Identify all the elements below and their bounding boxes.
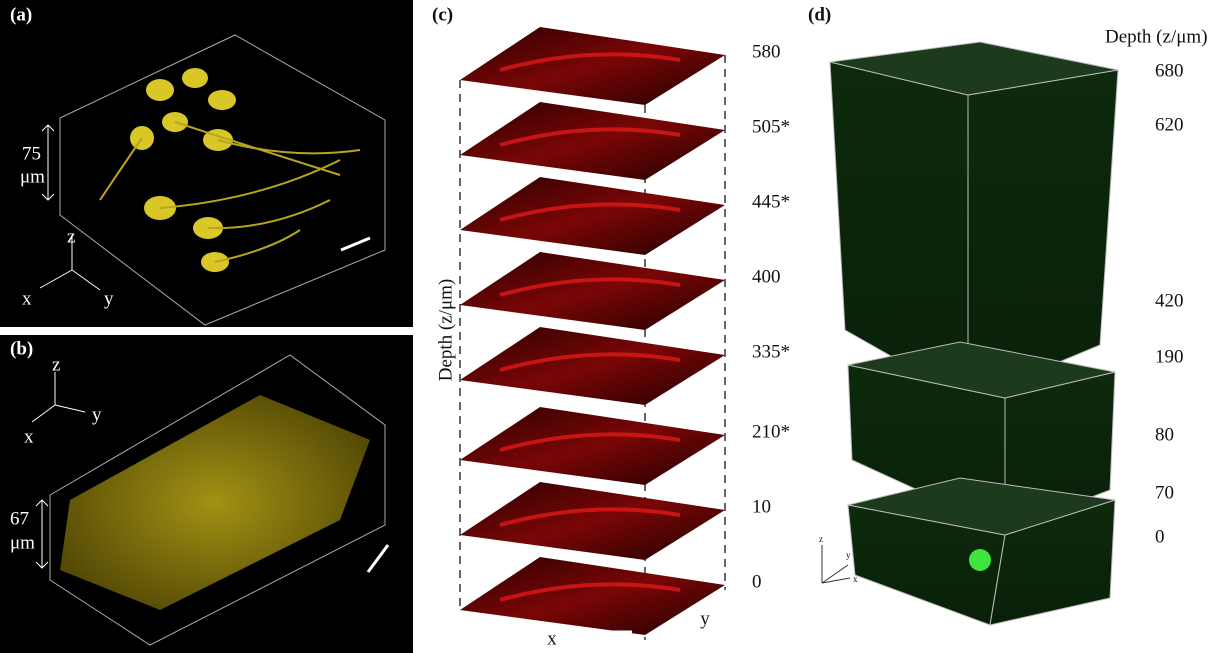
- depth-title: Depth (z/μm): [435, 279, 456, 382]
- slice: [460, 102, 725, 180]
- depth-label: 420: [1155, 290, 1184, 311]
- panel-c: (c) Depth (z/μm) x y 580 505* 445* 400 335* 2…: [432, 4, 790, 649]
- depth-label: 580: [752, 41, 781, 62]
- panel-a: (a) 75 μm z x y: [0, 0, 413, 327]
- axis-label: z: [52, 354, 60, 375]
- scale-bar: [975, 628, 1000, 636]
- panel-label: (c): [432, 4, 453, 25]
- depth-label: 445*: [752, 191, 790, 212]
- slice: [460, 252, 725, 330]
- y-label: y: [700, 608, 710, 629]
- figure: (a) 75 μm z x y (b) z x y 67 μm (c) Dept…: [0, 0, 1226, 653]
- panel-label: (d): [808, 4, 831, 25]
- height-label: 75: [22, 143, 41, 164]
- depth-label: 210*: [752, 421, 790, 442]
- slice: [460, 407, 725, 485]
- slice: [460, 327, 725, 405]
- slice: [460, 177, 725, 255]
- axis-label: y: [92, 404, 102, 425]
- axis-label: y: [104, 288, 114, 309]
- axis-label: x: [22, 288, 32, 309]
- slice: [460, 482, 725, 560]
- neuron: [969, 549, 991, 571]
- depth-label: 80: [1155, 424, 1174, 445]
- slice: [460, 27, 725, 105]
- depth-label: 0: [752, 571, 762, 592]
- axis-label: z: [819, 534, 823, 544]
- panel-label: (a): [10, 4, 32, 25]
- depth-label: 335*: [752, 341, 790, 362]
- depth-label: 680: [1155, 60, 1184, 81]
- axis-label: x: [24, 426, 34, 447]
- depth-label: 70: [1155, 482, 1174, 503]
- axis-label: z: [67, 226, 75, 247]
- depth-label: 10: [752, 496, 771, 517]
- height-unit: μm: [20, 166, 45, 187]
- x-label: x: [547, 628, 557, 649]
- axis-label: y: [846, 550, 851, 560]
- depth-label: 400: [752, 266, 781, 287]
- slice: [460, 557, 725, 635]
- depth-label: 505*: [752, 116, 790, 137]
- depth-title: Depth (z/μm): [1105, 26, 1208, 47]
- height-unit: μm: [10, 532, 35, 553]
- depth-label: 0: [1155, 526, 1165, 547]
- height-label: 67: [10, 508, 29, 529]
- depth-label: 190: [1155, 346, 1184, 367]
- depth-label: 620: [1155, 114, 1184, 135]
- panel-b: (b) z x y 67 μm: [0, 335, 413, 653]
- panel-label: (b): [10, 338, 33, 359]
